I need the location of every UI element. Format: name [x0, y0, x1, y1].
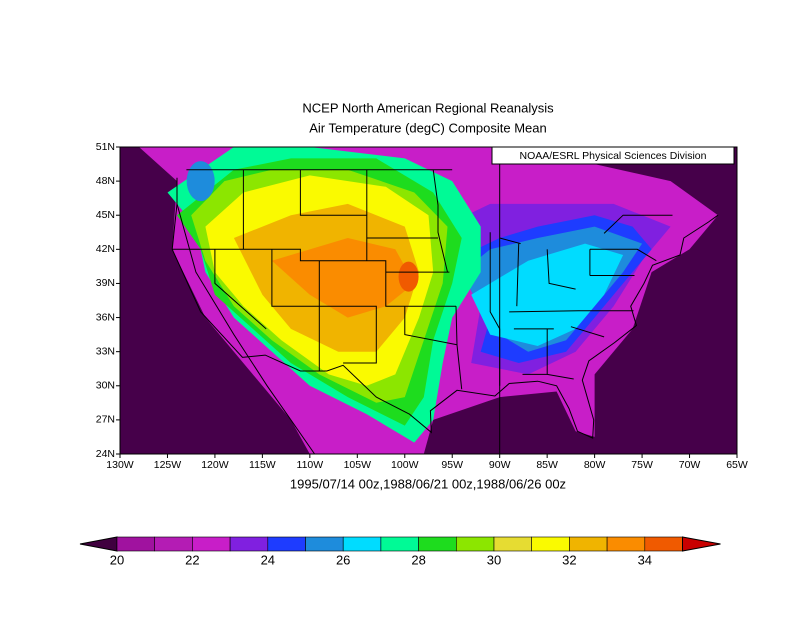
lon-label: 100W: [391, 459, 419, 471]
boundary-line: [171, 177, 719, 439]
colorbar-box: [116, 536, 156, 552]
lat-label: 45N: [96, 209, 115, 221]
caption: 1995/07/14 00z,1988/06/21 00z,1988/06/26…: [290, 476, 566, 491]
temperature-region: [186, 161, 215, 202]
temperature-region: [398, 261, 419, 292]
colorbar-box: [455, 536, 495, 552]
colorbar-box: [267, 536, 306, 552]
colorbar-under: [79, 536, 118, 552]
boundary-line: [546, 249, 576, 290]
lon-label: 115W: [249, 459, 276, 471]
lon-label: 110W: [297, 459, 324, 471]
boundary-line: [176, 203, 316, 455]
boundary-line: [172, 248, 456, 307]
credit-box: [491, 146, 735, 165]
lat-label: 39N: [96, 277, 115, 289]
boundary-line: [516, 243, 520, 307]
boundary-line: [570, 326, 605, 338]
colorbar-box: [644, 536, 683, 552]
colorbar-box: [192, 536, 231, 552]
lat-label: 24N: [96, 448, 115, 460]
colorbar-box: [305, 536, 344, 552]
lon-label: 105W: [344, 459, 372, 471]
lon-label: 130W: [106, 459, 134, 471]
lat-label: 42N: [96, 243, 115, 255]
colorbar-label: 22: [185, 552, 199, 567]
lat-label: 51N: [96, 141, 115, 153]
lon-label: 95W: [441, 459, 463, 471]
lon-label: 75W: [631, 459, 653, 471]
colorbar-box: [606, 536, 646, 552]
lat-label: 30N: [96, 380, 115, 392]
temperature-region: [271, 238, 415, 318]
colorbar-label: 28: [411, 552, 425, 567]
colorbar-box: [154, 536, 193, 552]
map-frame: [119, 146, 738, 455]
lon-label: 90W: [489, 459, 511, 471]
lon-label: 80W: [584, 459, 606, 471]
colorbar-box: [418, 536, 457, 552]
colorbar-label: 24: [261, 552, 275, 567]
colorbar-box: [531, 536, 570, 552]
colorbar: 20 22 24 26 28 30 32 34: [79, 536, 721, 567]
colorbar-over: [682, 536, 721, 552]
temperature-region: [471, 243, 624, 346]
lon-label: 85W: [536, 459, 558, 471]
lon-label: 125W: [154, 459, 182, 471]
colorbar-box: [342, 536, 382, 552]
colorbar-label: 32: [562, 552, 576, 567]
lat-label: 33N: [96, 345, 115, 357]
title-line: NCEP North American Regional Reanalysis: [302, 100, 554, 115]
colorbar-box: [493, 536, 533, 552]
colorbar-box: [569, 536, 608, 552]
title-line: Air Temperature (degC) Composite Mean: [309, 120, 546, 135]
colorbar-label: 34: [638, 552, 652, 567]
boundary-line: [214, 249, 267, 330]
boundary-line: [547, 373, 574, 380]
credit: NOAA/ESRL Physical Sciences Division: [520, 150, 707, 162]
colorbar-label: 26: [336, 552, 350, 567]
colorbar-box: [380, 536, 419, 552]
boundary-line: [499, 237, 521, 245]
lon-label: 70W: [679, 459, 701, 471]
colorbar-label: 20: [110, 552, 124, 567]
lat-label: 48N: [96, 175, 115, 187]
boundary-line: [589, 248, 657, 262]
boundary-line: [404, 306, 458, 346]
lon-label: 120W: [201, 459, 229, 471]
lat-label: 36N: [96, 311, 115, 323]
boundary-line: [271, 249, 377, 364]
boundary-line: [455, 306, 463, 390]
boundary-line: [509, 310, 634, 313]
lat-label: 27N: [96, 414, 115, 426]
boundary-line: [432, 169, 448, 273]
boundary-line: [603, 214, 673, 234]
lon-label: 65W: [726, 459, 748, 471]
colorbar-label: 30: [487, 552, 501, 567]
colorbar-box: [229, 536, 269, 552]
